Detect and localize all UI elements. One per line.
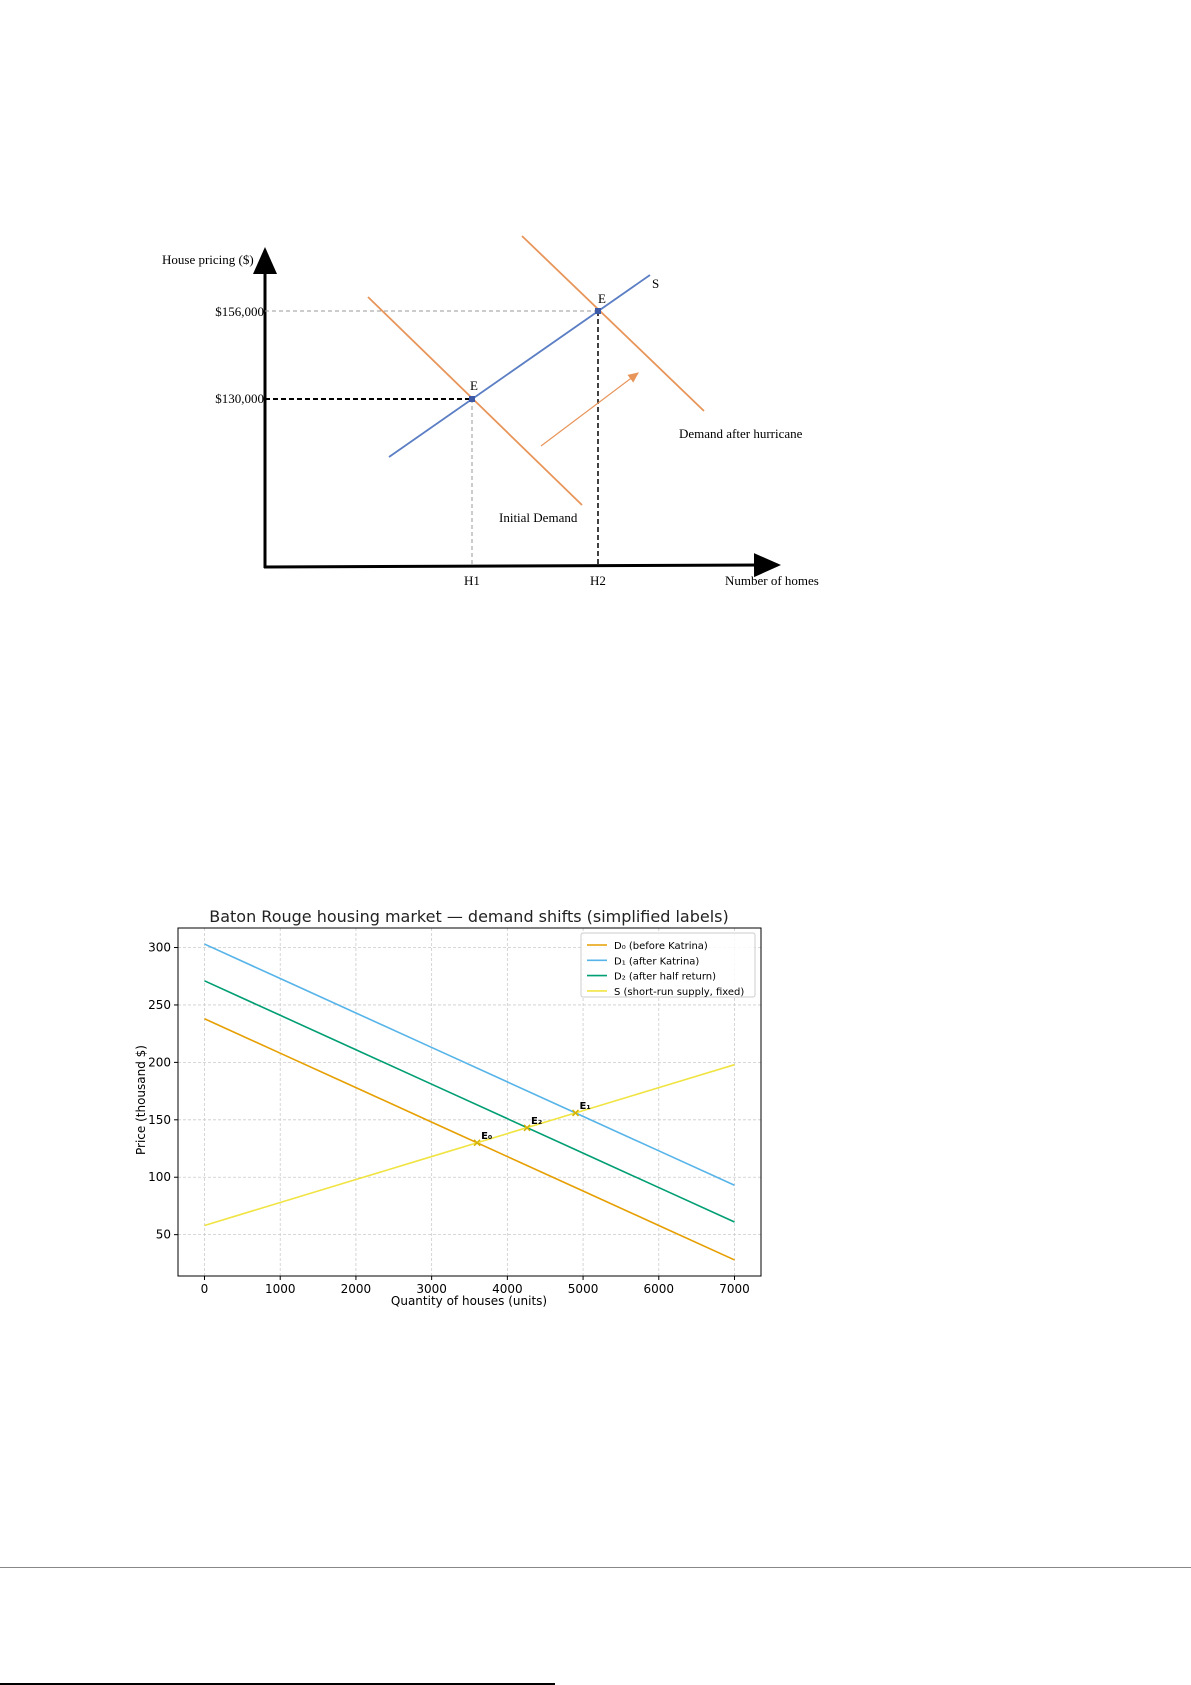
legend-label: S (short-run supply, fixed) bbox=[614, 987, 744, 998]
legend-label: D₂ (after half return) bbox=[614, 972, 716, 983]
x-tick-label: 5000 bbox=[568, 1282, 599, 1296]
series-line-1 bbox=[204, 943, 735, 1186]
new-demand-label: Demand after hurricane bbox=[679, 426, 803, 441]
y-tick-label: 250 bbox=[148, 998, 171, 1012]
y-tick-label: 100 bbox=[148, 1170, 171, 1184]
supply-curve bbox=[388, 274, 651, 458]
equilibrium-label: E₀ bbox=[481, 1131, 492, 1142]
h1-label: H1 bbox=[464, 573, 480, 588]
equilibrium-point-2 bbox=[595, 308, 601, 314]
x-axis-label: Number of homes bbox=[725, 573, 819, 588]
legend: D₀ (before Katrina) D₁ (after Katrina) D₂ … bbox=[580, 932, 756, 998]
footnote-rule bbox=[0, 1683, 555, 1685]
supply-demand-diagram: House pricing ($) $156,000 $130,000 S E … bbox=[162, 235, 819, 588]
y-axis-label: Price (thousand $) bbox=[134, 1045, 148, 1155]
price-high-label: $156,000 bbox=[215, 304, 264, 319]
equilibrium-point-1 bbox=[469, 396, 475, 402]
new-demand-curve bbox=[521, 235, 705, 412]
x-tick-label: 7000 bbox=[719, 1282, 750, 1296]
series-line-3 bbox=[204, 1063, 735, 1227]
equilibrium-label-1: E bbox=[470, 378, 478, 393]
initial-demand-label: Initial Demand bbox=[499, 510, 578, 525]
chart-title: Baton Rouge housing market — demand shif… bbox=[209, 907, 729, 926]
x-tick-label: 0 bbox=[201, 1282, 209, 1296]
y-tick-label: 150 bbox=[148, 1113, 171, 1127]
x-tick-label: 6000 bbox=[644, 1282, 675, 1296]
y-tick-label: 300 bbox=[148, 941, 171, 955]
page-divider bbox=[0, 1567, 1191, 1568]
x-tick-label: 4000 bbox=[492, 1282, 523, 1296]
x-axis-label: Quantity of houses (units) bbox=[391, 1294, 547, 1308]
legend-label: D₀ (before Katrina) bbox=[614, 941, 708, 952]
legend-label: D₁ (after Katrina) bbox=[614, 956, 699, 967]
equilibrium-label: E₁ bbox=[580, 1101, 591, 1112]
x-tick-label: 1000 bbox=[265, 1282, 296, 1296]
price-low-label: $130,000 bbox=[215, 391, 264, 406]
supply-label: S bbox=[652, 276, 659, 291]
plot-frame bbox=[177, 927, 762, 1277]
equilibrium-marker bbox=[523, 1124, 531, 1132]
x-tick-label: 3000 bbox=[416, 1282, 447, 1296]
y-tick-label: 200 bbox=[148, 1055, 171, 1069]
housing-market-chart: Baton Rouge housing market — demand shif… bbox=[134, 907, 762, 1308]
series-line-2 bbox=[204, 980, 735, 1223]
x-tick-label: 2000 bbox=[341, 1282, 372, 1296]
series-line-0 bbox=[204, 1018, 735, 1261]
x-axis bbox=[263, 553, 781, 578]
y-axis-label: House pricing ($) bbox=[162, 252, 254, 267]
equilibrium-label-2: E bbox=[598, 291, 606, 306]
h2-label: H2 bbox=[590, 573, 606, 588]
shift-arrow bbox=[540, 372, 639, 447]
equilibrium-marker bbox=[571, 1109, 580, 1117]
equilibrium-label: E₂ bbox=[531, 1116, 542, 1127]
equilibrium-marker bbox=[473, 1139, 481, 1147]
y-tick-label: 50 bbox=[156, 1228, 171, 1242]
